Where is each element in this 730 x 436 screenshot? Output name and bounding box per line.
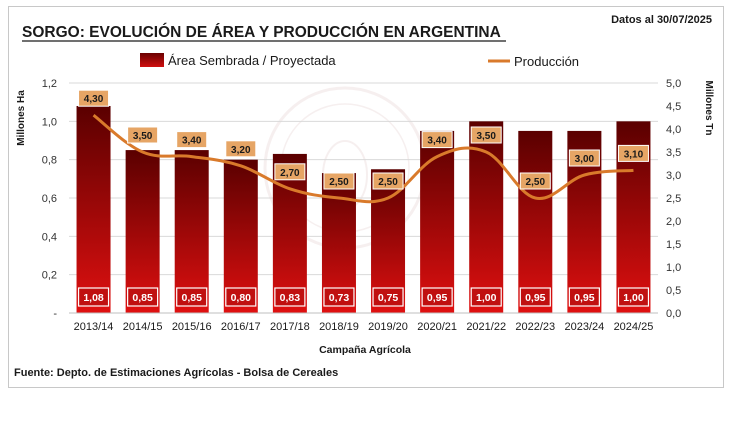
bar-value-box [323,287,355,307]
y-axis-left-title: Millones Ha [16,90,27,146]
bar-2014/15 [125,150,160,313]
x-tick-label: 2014/15 [123,321,163,333]
y-right-tick-label: 3,0 [666,170,681,182]
bar-value-label: 0,95 [427,292,448,304]
x-axis-title: Campaña Agrícola [319,344,411,356]
bar-value-label: 0,80 [231,292,252,304]
production-value-label: 2,50 [526,177,546,188]
bar-value-box [274,287,306,307]
x-tick-label: 2019/20 [368,321,408,333]
y-right-tick-label: 5,0 [666,78,681,90]
bar-value-label: 1,00 [476,292,497,304]
production-value-label: 2,70 [280,168,300,179]
bar-value-box [225,287,257,307]
y-left-tick-label: 0,4 [42,231,57,243]
bar-value-label: 0,83 [280,292,301,304]
y-left-tick-label: 1,2 [42,78,57,90]
x-tick-label: 2022/23 [515,321,555,333]
production-value-label: 3,40 [427,136,447,147]
bar-value-box [176,287,208,307]
bar-2015/16 [174,150,209,313]
production-value-label: 4,30 [84,94,104,105]
production-value-label: 3,40 [182,136,202,147]
bar-2017/18 [272,153,307,313]
y-right-tick-label: 1,0 [666,262,681,274]
x-tick-label: 2016/17 [221,321,261,333]
bar-value-label: 0,73 [329,292,350,304]
x-tick-label: 2013/14 [74,321,114,333]
x-tick-label: 2021/22 [466,321,506,333]
bar-value-label: 1,08 [83,292,104,304]
axes: - 0,2 0,4 0,6 0,8 1,0 1,2 0,0 0,5 1,0 1,5 2,0 2,5 3,0… [42,78,682,333]
production-value-label: 2,50 [329,177,349,188]
y-right-tick-label: 0,5 [666,285,681,297]
bar-value-box [470,287,502,307]
bar-value-label: 0,85 [132,292,153,304]
bar-value-label: 0,85 [181,292,202,304]
production-label-box [421,131,453,149]
y-right-tick-label: 3,5 [666,147,681,159]
bar-value-box [617,287,650,307]
bar-value-label: 1,00 [623,292,644,304]
y-right-tick-label: 2,0 [666,216,681,228]
production-label-box [127,126,159,144]
production-label-box [225,140,257,158]
production-label-box [568,149,600,167]
bar-value-label: 0,95 [525,292,546,304]
bar-value-box [77,287,110,307]
production-label-box [274,163,306,181]
x-tick-label: 2020/21 [417,321,457,333]
bar-2020/21 [420,130,455,313]
bar-value-label: 0,95 [574,292,595,304]
production-value-label: 3,50 [133,131,153,142]
x-tick-label: 2017/18 [270,321,310,333]
production-line: 4,30 3,50 3,40 3,20 2,70 2,50 2,50 3,40 3,50 2,50… [78,89,649,204]
production-value-label: 3,20 [231,145,251,156]
y-axis-right-title: Millones Tn [703,81,714,136]
y-left-tick-label: 0,6 [42,193,57,205]
y-left-tick-label: - [53,308,57,320]
y-left-tick-label: 0,2 [42,270,57,282]
y-right-tick-label: 4,0 [666,124,681,136]
y-left-tick-label: 0,8 [42,155,57,167]
chart-title: SORGO: EVOLUCIÓN DE ÁREA Y PRODUCCIÓN EN… [22,23,501,41]
y-right-tick-label: 0,0 [666,308,681,320]
production-label-box [617,144,649,162]
bars: 1,08 0,85 0,85 0,80 0,83 0,73 0,75 0,95 1,00 0,95… [76,106,651,313]
bar-value-box [127,287,159,307]
production-label-box [470,126,502,144]
bar-2022/23 [518,130,553,313]
production-line-path [92,114,634,204]
y-right-tick-label: 4,5 [666,101,681,113]
legend-label-area: Área Sembrada / Proyectada [168,53,336,68]
production-label-box [323,172,355,190]
x-tick-label: 2015/16 [172,321,212,333]
bar-value-label: 0,75 [378,292,399,304]
bar-value-box [421,287,453,307]
production-label-box [176,131,208,149]
production-label-box [372,172,404,190]
date-note: Datos al 30/07/2025 [611,14,712,26]
bar-2013/14 [76,106,111,313]
legend-swatch-area [140,53,164,67]
production-value-label: 2,50 [378,177,398,188]
bar-2021/22 [469,121,504,313]
y-left-tick-label: 1,0 [42,116,57,128]
production-value-label: 3,10 [624,149,644,160]
source-note: Fuente: Depto. de Estimaciones Agrícolas… [14,367,338,379]
bar-value-box [568,287,600,307]
y-right-tick-label: 2,5 [666,193,681,205]
y-right-tick-label: 1,5 [666,239,681,251]
bar-value-box [519,287,551,307]
bar-value-box [372,287,404,307]
production-label-box [78,89,110,107]
production-label-box [519,172,551,190]
legend-label-production: Producción [514,54,579,69]
x-tick-label: 2018/19 [319,321,359,333]
production-value-label: 3,50 [476,131,496,142]
x-tick-label: 2023/24 [564,321,604,333]
production-value-label: 3,00 [575,154,595,165]
x-tick-label: 2024/25 [614,321,654,333]
